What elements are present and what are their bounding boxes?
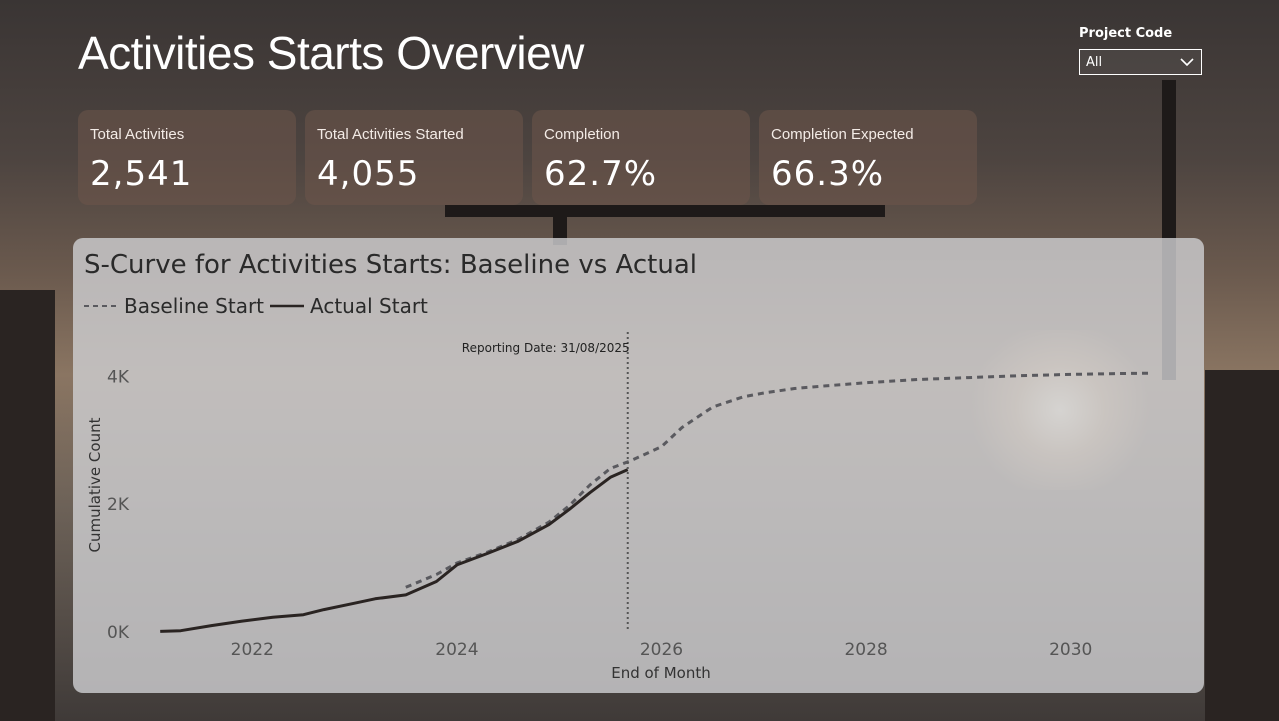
project-code-dropdown[interactable]: All <box>1079 49 1202 75</box>
legend-label-baseline: Baseline Start <box>124 294 265 318</box>
legend-item-baseline[interactable]: Baseline Start <box>84 294 264 318</box>
kpi-label: Total Activities Started <box>317 126 464 143</box>
dashed-line-swatch-icon <box>84 305 118 307</box>
kpi-card-total-activities-started: Total Activities Started 4,055 <box>305 110 523 205</box>
kpi-value: 2,541 <box>90 154 193 194</box>
chevron-down-icon <box>1180 58 1194 67</box>
s-curve-chart-panel: S-Curve for Activities Starts: Baseline … <box>73 238 1204 693</box>
kpi-label: Completion <box>544 126 620 143</box>
background-crane-mast-2 <box>553 205 567 245</box>
y-tick-label: 4K <box>107 367 130 387</box>
solid-line-swatch-icon <box>270 304 305 308</box>
kpi-value: 62.7% <box>544 154 658 194</box>
kpi-label: Total Activities <box>90 126 185 143</box>
actual-start-line[interactable] <box>160 468 629 633</box>
chart-title: S-Curve for Activities Starts: Baseline … <box>84 250 697 280</box>
background-crane-jib <box>445 205 885 217</box>
background-building-left <box>0 290 55 721</box>
kpi-card-completion: Completion 62.7% <box>532 110 750 205</box>
background-building-right <box>1205 370 1279 721</box>
kpi-label: Completion Expected <box>771 126 914 143</box>
x-axis-label: End of Month <box>611 664 711 682</box>
dropdown-selected-value: All <box>1086 54 1103 70</box>
x-tick-label: 2030 <box>1049 640 1092 660</box>
x-tick-label: 2022 <box>231 640 274 660</box>
reporting-date-label: Reporting Date: 31/08/2025 <box>462 341 630 355</box>
y-axis-label: Cumulative Count <box>86 417 104 552</box>
x-tick-label: 2026 <box>640 640 683 660</box>
legend-item-actual[interactable]: Actual Start <box>270 294 428 318</box>
kpi-value: 66.3% <box>771 154 885 194</box>
y-tick-label: 0K <box>107 623 130 643</box>
y-tick-label: 2K <box>107 495 130 515</box>
legend-label-actual: Actual Start <box>310 294 428 318</box>
kpi-value: 4,055 <box>317 154 420 194</box>
baseline-start-line[interactable] <box>405 371 1153 589</box>
chart-legend: Baseline Start Actual Start <box>84 294 434 318</box>
project-code-filter: Project Code All <box>1079 26 1204 75</box>
x-tick-label: 2028 <box>844 640 887 660</box>
s-curve-chart: 0K 2K 4K 2022 2024 2026 2028 2030 Reporting Da… <box>86 332 1153 682</box>
x-tick-label: 2024 <box>435 640 478 660</box>
kpi-card-completion-expected: Completion Expected 66.3% <box>759 110 977 205</box>
filter-label: Project Code <box>1079 26 1173 41</box>
page-title: Activities Starts Overview <box>78 27 584 79</box>
kpi-card-total-activities: Total Activities 2,541 <box>78 110 296 205</box>
